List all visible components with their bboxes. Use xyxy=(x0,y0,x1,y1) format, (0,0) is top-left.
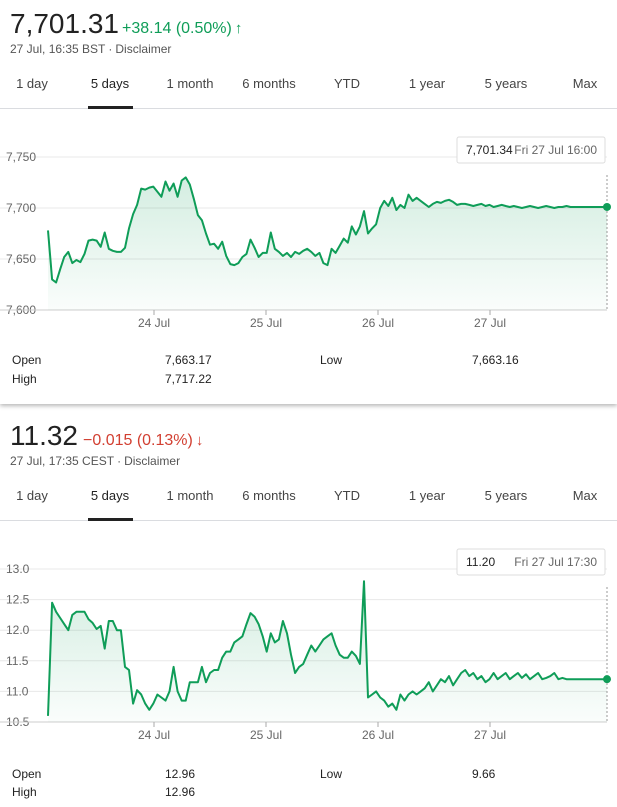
arrow-up-icon: ↑ xyxy=(234,20,243,37)
y-tick-label: 12.5 xyxy=(6,593,30,607)
low-label: Low xyxy=(320,353,343,367)
price-change-value: +38.14 (0.50%) xyxy=(122,20,232,37)
timestamp: 27 Jul, 17:35 CEST xyxy=(10,454,115,468)
range-tabs: 1 day 5 days 1 month 6 months YTD 1 year… xyxy=(0,70,617,109)
tab-5-years[interactable]: 5 years xyxy=(484,488,528,503)
tooltip-label: Fri 27 Jul 16:00 xyxy=(514,143,597,157)
tab-1-month[interactable]: 1 month xyxy=(166,488,214,503)
high-label: High xyxy=(12,785,37,799)
x-tick-label: 26 Jul xyxy=(362,316,394,330)
tab-5-years[interactable]: 5 years xyxy=(484,76,528,91)
second-stock-card: 11.32 −0.015 (0.13%) ↓ 27 Jul, 17:35 CEST… xyxy=(0,412,617,807)
arrow-down-icon: ↓ xyxy=(195,432,204,449)
tab-ytd[interactable]: YTD xyxy=(334,76,360,91)
tab-1-day[interactable]: 1 day xyxy=(16,488,48,503)
tab-6-months[interactable]: 6 months xyxy=(242,76,296,91)
open-label: Open xyxy=(12,767,42,781)
last-point-marker xyxy=(603,675,611,684)
disclaimer-link[interactable]: Disclaimer xyxy=(115,42,172,56)
series-line xyxy=(47,176,607,284)
low-label: Low xyxy=(320,767,343,781)
y-tick-label: 12.0 xyxy=(6,623,30,637)
tab-1-year[interactable]: 1 year xyxy=(408,76,446,91)
price-chart[interactable]: 13.012.512.011.511.010.524 Jul 25 Jul 26 J… xyxy=(0,547,617,757)
tab-1-day[interactable]: 1 day xyxy=(16,76,48,91)
series-area xyxy=(48,177,607,310)
separator-dot: · xyxy=(117,454,122,468)
x-tick-label: 26 Jul xyxy=(362,728,394,742)
low-value: 9.66 xyxy=(472,767,496,781)
tab-max[interactable]: Max xyxy=(572,76,598,91)
y-tick-label: 7,750 xyxy=(6,150,36,164)
tooltip-label: Fri 27 Jul 17:30 xyxy=(514,555,597,569)
timestamp-line: 27 Jul, 16:35 BST · Disclaimer xyxy=(10,42,171,56)
x-tick-label: 27 Jul xyxy=(474,728,506,742)
x-tick-label: 24 Jul xyxy=(138,316,170,330)
disclaimer-link[interactable]: Disclaimer xyxy=(124,454,181,468)
x-tick-label: 25 Jul xyxy=(250,316,282,330)
high-label: High xyxy=(12,372,37,386)
timestamp: 27 Jul, 16:35 BST xyxy=(10,42,106,56)
tab-6-months[interactable]: 6 months xyxy=(242,488,296,503)
price-change: −0.015 (0.13%) ↓ xyxy=(83,432,203,450)
open-value: 12.96 xyxy=(165,767,196,781)
y-tick-label: 13.0 xyxy=(6,562,30,576)
series-line xyxy=(47,580,607,716)
active-tab-indicator xyxy=(88,106,133,109)
x-tick-label: 24 Jul xyxy=(138,728,170,742)
open-label: Open xyxy=(12,353,42,367)
active-tab-indicator xyxy=(88,518,133,521)
series-area xyxy=(48,581,607,722)
high-value: 7,717.22 xyxy=(165,372,212,386)
tab-5-days[interactable]: 5 days xyxy=(90,488,130,503)
tab-ytd[interactable]: YTD xyxy=(334,488,360,503)
tab-1-month[interactable]: 1 month xyxy=(166,76,214,91)
y-tick-label: 11.0 xyxy=(6,684,29,698)
price-change: +38.14 (0.50%) ↑ xyxy=(122,20,242,38)
tooltip-box xyxy=(456,548,606,576)
y-tick-label: 7,650 xyxy=(6,252,36,266)
y-tick-label: 11.5 xyxy=(6,654,29,668)
tab-5-days[interactable]: 5 days xyxy=(90,76,130,91)
tooltip-value: 7,701.34 xyxy=(466,143,513,157)
high-value: 12.96 xyxy=(165,785,196,799)
x-tick-label: 25 Jul xyxy=(250,728,282,742)
tooltip-value: 11.20 xyxy=(466,555,495,569)
x-tick-label: 27 Jul xyxy=(474,316,506,330)
ftse-card: 7,701.31 +38.14 (0.50%) ↑ 27 Jul, 16:35 B… xyxy=(0,8,617,386)
current-price: 7,701.31 xyxy=(10,8,119,39)
low-value: 7,663.16 xyxy=(472,353,519,367)
separator-dot: · xyxy=(108,42,113,56)
last-point-marker xyxy=(603,202,611,211)
range-tabs: 1 day 5 days 1 month 6 months YTD 1 year… xyxy=(0,482,617,521)
current-price: 11.32 xyxy=(10,420,78,451)
tooltip-box xyxy=(456,136,606,164)
tab-1-year[interactable]: 1 year xyxy=(408,488,446,503)
timestamp-line: 27 Jul, 17:35 CEST · Disclaimer xyxy=(10,454,180,468)
y-tick-label: 7,700 xyxy=(6,201,36,215)
price-change-value: −0.015 (0.13%) xyxy=(83,432,193,449)
open-value: 7,663.17 xyxy=(165,353,212,367)
tab-max[interactable]: Max xyxy=(572,488,598,503)
